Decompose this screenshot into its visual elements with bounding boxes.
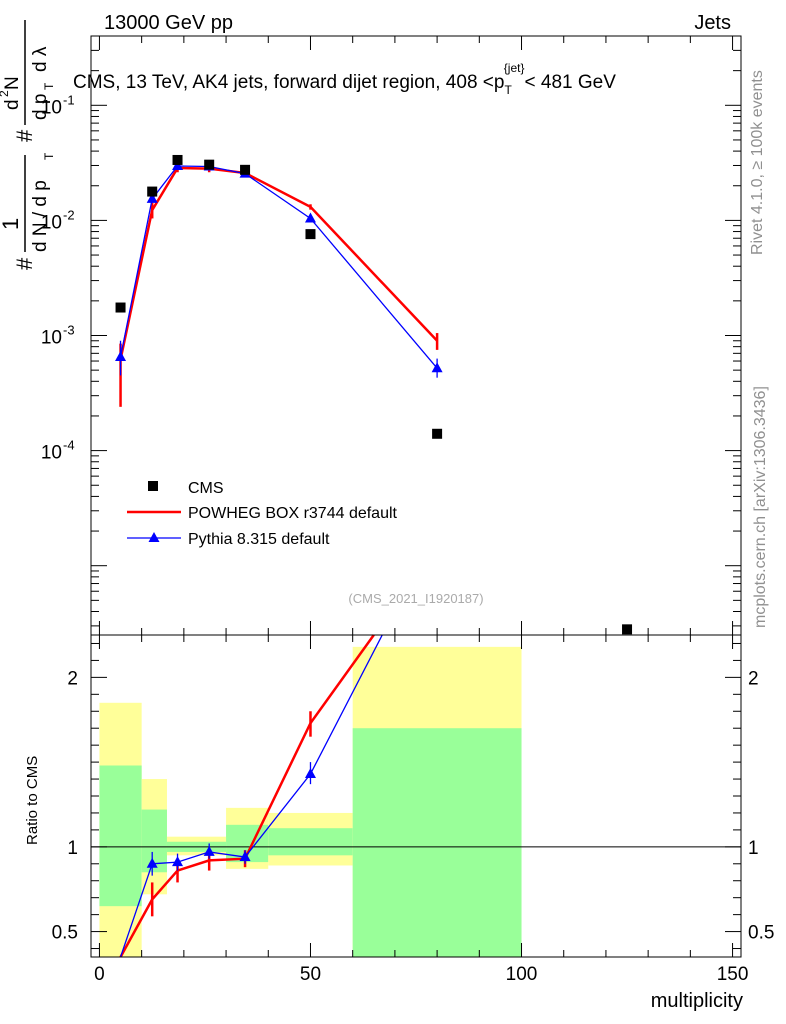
mcplots-label: mcplots.cern.ch [arXiv:1306.3436] (752, 386, 769, 628)
ratio-band-green (99, 765, 142, 907)
svg-text:d: d (2, 99, 23, 110)
x-axis-label: multiplicity (651, 990, 743, 1012)
ratio-y-axis-label: Ratio to CMS (24, 756, 41, 845)
cms-marker (622, 624, 633, 635)
main-panel-series (115, 154, 633, 635)
svg-text:T: T (42, 152, 56, 160)
ratio-panel-series (119, 634, 383, 958)
svg-text:d p: d p (30, 94, 51, 120)
series-line-pythia (119, 165, 438, 369)
legend-marker-cms (148, 481, 158, 491)
main-y-tick-exponent: -3 (63, 323, 75, 338)
svg-text:d N / d p: d N / d p (30, 180, 51, 252)
ratio-y-tick-label-left: 1 (67, 838, 78, 859)
ratio-y-tick-label-left: 0.5 (52, 923, 78, 944)
svg-text:T: T (42, 82, 56, 90)
svg-text:d λ: d λ (30, 46, 51, 72)
cms-marker (115, 302, 126, 313)
main-y-tick-exponent: -1 (63, 92, 75, 107)
cms-marker (204, 159, 215, 170)
main-panel-frame: 10-410-310-210-1 (41, 35, 742, 636)
svg-text:1: 1 (0, 218, 23, 230)
cms-marker (147, 186, 158, 197)
cms-marker (172, 154, 183, 165)
main-y-tick-label: 10 (41, 443, 62, 464)
svg-text:#: # (12, 257, 37, 270)
ratio-pythia-marker (304, 767, 316, 778)
ratio-y-tick-label-right: 2 (748, 668, 759, 689)
ratio-pythia-marker (146, 857, 158, 868)
pythia-marker (304, 212, 316, 223)
x-tick-label: 0 (94, 964, 105, 985)
x-tick-label: 150 (717, 964, 749, 985)
cms-marker (240, 164, 251, 175)
ratio-y-tick-label-right: 1 (748, 838, 759, 859)
legend-label-cms: CMS (188, 480, 224, 497)
legend: CMS POWHEG BOX r3744 default Pythia 8.31… (127, 480, 398, 548)
pythia-marker (431, 362, 443, 373)
cms-marker (432, 428, 443, 439)
header-right: Jets (694, 12, 731, 34)
svg-text:2: 2 (0, 90, 11, 97)
main-y-tick-label: 10 (41, 97, 62, 118)
ratio-pythia-marker (239, 851, 251, 862)
main-y-tick-label: 10 (41, 212, 62, 233)
main-y-tick-label: 10 (41, 328, 62, 349)
pythia-marker (115, 351, 127, 362)
legend-label-pythia: Pythia 8.315 default (188, 531, 330, 548)
main-y-tick-exponent: -2 (63, 207, 75, 222)
x-tick-label: 50 (300, 964, 321, 985)
ratio-panel-bands (91, 646, 741, 957)
cms-marker (305, 229, 316, 240)
main-y-tick-exponent: -4 (63, 438, 75, 453)
svg-text:#: # (12, 129, 37, 142)
svg-text:N: N (2, 76, 23, 90)
ratio-band-green (268, 828, 353, 856)
main-y-axis-label: # 1 d N / d p T # d 2 N d p T d λ (0, 20, 56, 270)
header-left: 13000 GeV pp (104, 12, 233, 34)
pythia-marker (146, 192, 158, 203)
ratio-band-green (352, 728, 522, 957)
rivet-label: Rivet 4.1.0, ≥ 100k events (749, 70, 766, 255)
ratio-pythia-marker (172, 856, 184, 867)
main-title: CMS, 13 TeV, AK4 jets, forward dijet reg… (73, 61, 616, 97)
watermark: (CMS_2021_I1920187) (348, 591, 483, 606)
pythia-marker (172, 159, 184, 170)
ratio-y-tick-label-right: 0.5 (748, 923, 774, 944)
legend-marker-pythia (148, 532, 160, 542)
x-tick-label: 100 (506, 964, 538, 985)
legend-label-powheg: POWHEG BOX r3744 default (188, 505, 398, 522)
ratio-panel-frame: 0.5 0.5 1 1 2 2 0 50 100 150 (52, 634, 774, 985)
ratio-y-tick-label-left: 2 (67, 668, 78, 689)
ratio-pythia-marker (203, 845, 215, 856)
